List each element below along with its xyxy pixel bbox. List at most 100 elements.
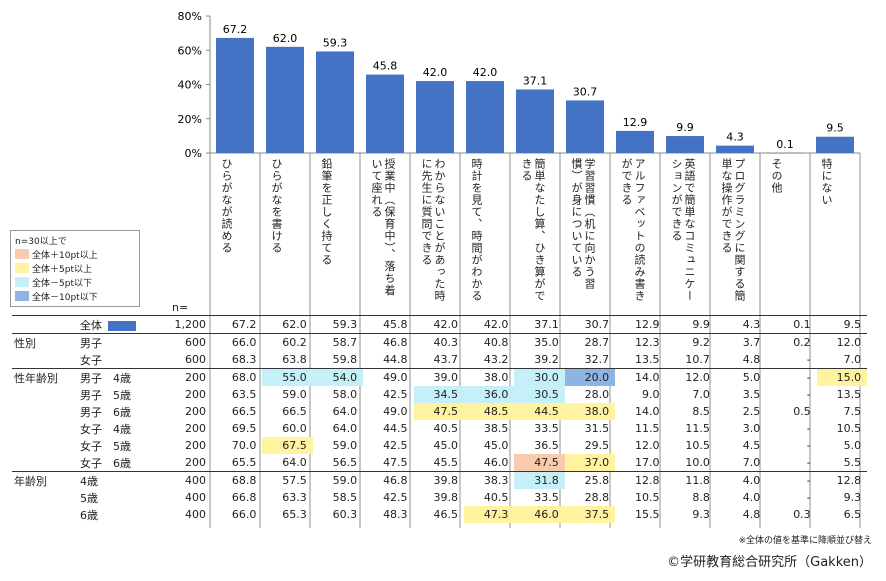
table-cell: 9.9 — [665, 315, 716, 334]
row-label: 全体 — [80, 315, 146, 334]
data-label: 67.2 — [223, 23, 248, 36]
table-cell: 4.8 — [742, 508, 761, 521]
table-cell: 4.0 — [715, 471, 767, 489]
table-cell: 9.2 — [665, 333, 716, 351]
table-cell: 12.9 — [615, 315, 666, 334]
category-label: わからないことがあった時に先生に質問できる — [420, 158, 446, 302]
row-n: 200 — [146, 368, 212, 386]
data-label: 0.1 — [776, 138, 794, 151]
table-cell: 66.5 — [282, 405, 307, 418]
table-cell: 68.8 — [212, 471, 263, 489]
table-cell: 58.0 — [332, 388, 358, 401]
table-cell: 63.3 — [282, 491, 307, 504]
table-cell: 9.0 — [642, 388, 660, 401]
table-cell: 62.0 — [262, 315, 313, 334]
row-group: 性別 — [12, 333, 80, 351]
table-cell: 25.8 — [564, 471, 616, 489]
table-row: 男子 5歳 200 63.5 59.0 58.0 42.5 34.5 36.0 30.5 28.0… — [12, 386, 867, 403]
legend-item: 全体＋5pt以上 — [15, 261, 135, 275]
table-row: 女子 600 68.3 63.8 59.8 44.8 43.7 43.2 39.2 32.7 13.… — [12, 351, 867, 369]
table-cell: 66.0 — [231, 508, 257, 521]
legend-label: 全体＋10pt以上 — [32, 250, 98, 261]
table-cell: 39.0 — [413, 368, 464, 386]
table-cell: 65.3 — [282, 508, 307, 521]
table-cell: 39.2 — [534, 353, 559, 366]
table-cell: 36.0 — [463, 386, 515, 403]
data-label: 59.3 — [323, 36, 348, 49]
table-cell: 37.0 — [564, 454, 616, 472]
table-cell: 40.3 — [413, 333, 464, 351]
table-cell: 7.0 — [692, 388, 710, 401]
bar — [766, 152, 804, 154]
table-cell: 48.5 — [463, 403, 515, 420]
table-cell: 45.5 — [433, 456, 458, 469]
table-cell: 32.7 — [584, 353, 610, 366]
table-cell: 33.5 — [534, 422, 559, 435]
table-cell: 38.5 — [483, 422, 509, 435]
row-label: 男子 — [80, 333, 146, 351]
table-cell: 9.5 — [816, 315, 868, 334]
table-cell: 42.5 — [383, 491, 408, 504]
table-cell: 33.5 — [534, 491, 559, 504]
legend-label: 全体－5pt以下 — [32, 278, 92, 289]
table-cell: 28.8 — [584, 491, 610, 504]
table-cell: 44.5 — [383, 422, 408, 435]
data-label: 62.0 — [273, 32, 298, 45]
table-cell: 65.5 — [231, 456, 257, 469]
table-cell: 40.5 — [483, 491, 509, 504]
row-n: 200 — [185, 456, 206, 469]
table-cell: 5.0 — [715, 368, 767, 386]
table-cell: 70.0 — [231, 439, 257, 452]
data-label: 9.9 — [676, 121, 694, 134]
table-cell: 55.0 — [262, 368, 313, 386]
table-cell: 54.0 — [312, 368, 364, 386]
table-cell: 36.5 — [534, 439, 559, 452]
data-label: 4.3 — [726, 131, 744, 144]
table-cell: 63.5 — [231, 388, 257, 401]
data-label: 30.7 — [573, 85, 598, 98]
table-cell: 13.5 — [836, 388, 862, 401]
category-label: ひらがなを書ける — [270, 158, 283, 254]
table-cell: 3.5 — [742, 388, 761, 401]
bar — [816, 136, 854, 153]
table-cell: 4.0 — [742, 491, 761, 504]
row-label: 男子 5歳 — [80, 388, 131, 402]
table-cell: 38.3 — [463, 471, 515, 489]
table-cell: 64.0 — [282, 456, 307, 469]
table-cell: 59.0 — [312, 471, 364, 489]
table-cell: 47.5 — [413, 403, 464, 420]
table-cell: 67.5 — [262, 437, 313, 454]
table-cell: 68.3 — [231, 353, 257, 366]
category-label: 時計を見て、時間がわかる — [470, 158, 483, 302]
table-cell: 10.7 — [685, 353, 710, 366]
table-cell: 5.5 — [843, 456, 862, 469]
table-cell: - — [766, 368, 817, 386]
data-label: 42.0 — [423, 66, 448, 79]
table-cell: 0.3 — [793, 508, 811, 521]
table-cell: 46.0 — [514, 506, 565, 523]
bar — [666, 136, 704, 153]
row-group — [12, 420, 80, 437]
table-cell: - — [806, 388, 811, 401]
row-n: 600 — [146, 333, 212, 351]
row-n: 400 — [185, 508, 206, 521]
table-cell: 46.0 — [483, 456, 509, 469]
legend-label: 全体＋5pt以上 — [32, 264, 92, 275]
table-cell: 42.0 — [463, 315, 515, 334]
table-cell: 44.5 — [514, 403, 565, 420]
legend-label: 全体－10pt以下 — [32, 292, 98, 303]
table-cell: 57.5 — [262, 471, 313, 489]
sort-note: ※全体の値を基準に降順並び替え — [738, 536, 872, 546]
table-cell: 15.5 — [635, 508, 660, 521]
bar — [216, 37, 254, 153]
row-n: 200 — [185, 405, 206, 418]
table-cell: 3.0 — [742, 422, 761, 435]
table-cell: 0.2 — [766, 333, 817, 351]
table-cell: 4.8 — [742, 353, 761, 366]
row-group — [12, 489, 80, 506]
table-cell: 43.2 — [483, 353, 509, 366]
legend-item: 全体＋10pt以上 — [15, 247, 135, 261]
bar — [616, 130, 654, 153]
table-cell: 67.2 — [212, 315, 263, 334]
category-label: 鉛筆を正しく持てる — [320, 158, 333, 266]
